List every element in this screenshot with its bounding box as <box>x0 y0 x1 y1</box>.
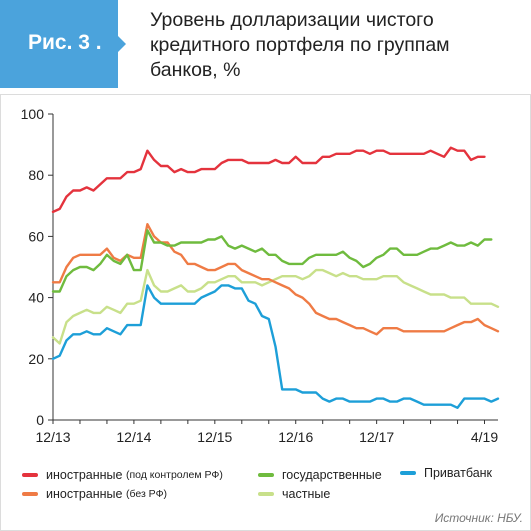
y-tick-label: 20 <box>28 351 44 367</box>
y-tick-label: 0 <box>36 412 44 428</box>
legend-swatch-foreign-russia <box>22 473 38 477</box>
legend-swatch-privat <box>400 471 416 475</box>
legend-note-foreign-russia: (под контролем РФ) <box>125 469 223 481</box>
y-tick-label: 100 <box>21 106 45 122</box>
badge-pointer <box>118 36 126 52</box>
chart-series <box>51 146 500 409</box>
figure-badge: Рис. 3 . <box>0 0 118 88</box>
y-tick-label: 60 <box>28 228 44 244</box>
legend-label-foreign-nonrussia: иностранные <box>46 487 123 501</box>
x-tick-label: 4/19 <box>471 429 498 445</box>
legend-item-private: частные <box>258 487 330 501</box>
y-tick-label: 40 <box>28 290 44 306</box>
legend-swatch-state <box>258 473 274 477</box>
x-tick-label: 12/16 <box>278 429 313 445</box>
legend-note-foreign-nonrussia: (без РФ) <box>125 488 168 500</box>
series-line-privat <box>51 284 500 409</box>
legend-item-foreign-nonrussia: иностранные (без РФ) <box>22 487 167 501</box>
x-tick-label: 12/17 <box>359 429 394 445</box>
legend-item-foreign-russia: иностранные (под контролем РФ) <box>22 468 223 482</box>
legend-label-private: частные <box>282 487 331 501</box>
legend-label-privat: Приватбанк <box>424 466 493 480</box>
legend-swatch-foreign-nonrussia <box>22 492 38 496</box>
series-line-foreign_russia <box>51 146 486 214</box>
legend-swatch-private <box>258 492 274 496</box>
series-line-private <box>51 268 500 345</box>
legend-item-privat: Приватбанк <box>400 466 492 480</box>
series-line-state <box>51 229 493 293</box>
chart-axes: 0 20 40 60 80 100 12/13 12/14 12/15 12/16 12/17 4/1… <box>21 106 499 445</box>
x-tick-label: 12/14 <box>116 429 151 445</box>
figure-number: Рис. 3 . <box>28 31 102 54</box>
legend-label-foreign-russia: иностранные <box>46 468 123 482</box>
legend-label-state: государственные <box>282 468 382 482</box>
y-tick-label: 80 <box>28 167 44 183</box>
x-tick-label: 12/15 <box>197 429 232 445</box>
legend-item-state: государственные <box>258 468 382 482</box>
x-tick-label: 12/13 <box>35 429 70 445</box>
chart-title: Уровень долларизации чистого кредитного … <box>150 9 450 81</box>
source-note: Источник: НБУ. <box>434 511 523 525</box>
